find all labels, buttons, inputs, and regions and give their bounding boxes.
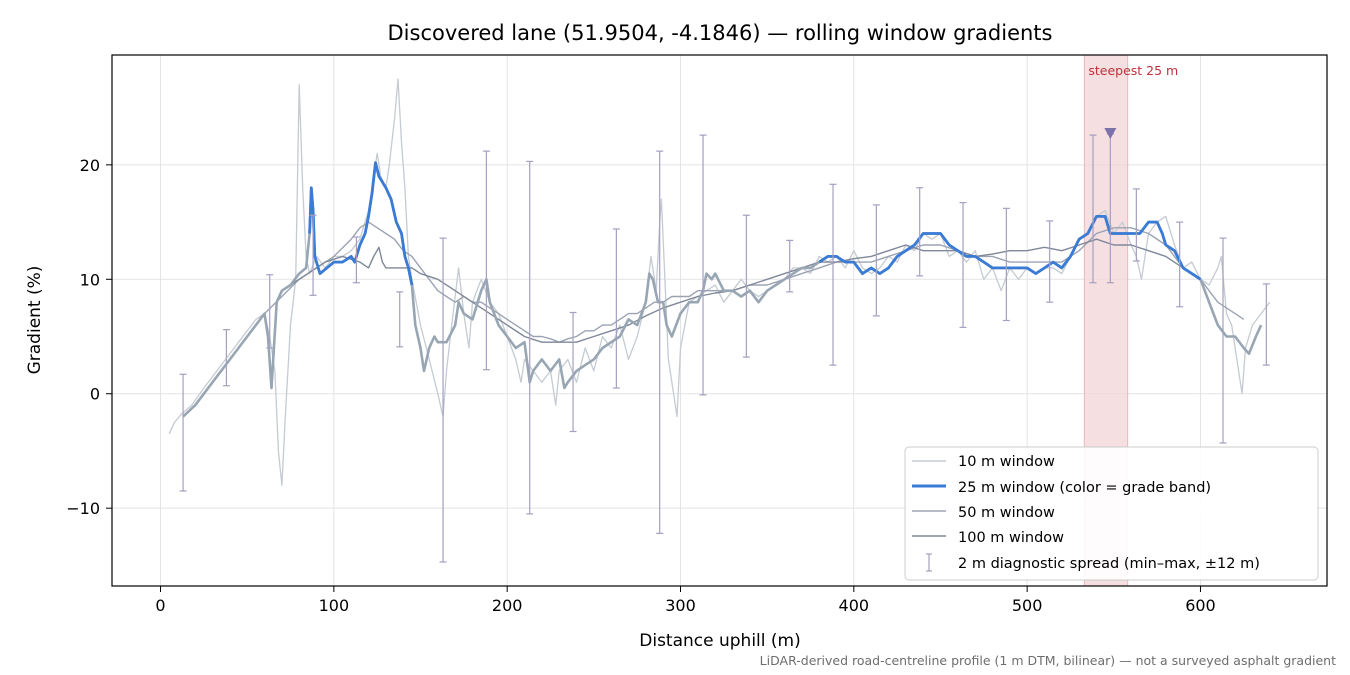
errorbar: [266, 274, 274, 349]
footnote: LiDAR-derived road-centreline profile (1…: [760, 653, 1336, 668]
legend-label-50m: 50 m window: [958, 505, 1055, 521]
x-tick-label: 300: [665, 596, 696, 615]
errorbar: [829, 183, 837, 366]
steepest-band-label: steepest 25 m: [1088, 63, 1178, 78]
errorbar: [309, 214, 317, 296]
errorbar: [699, 134, 707, 396]
errorbar: [916, 187, 924, 277]
errorbar: [222, 329, 230, 387]
errorbar: [1002, 207, 1010, 322]
errorbar: [1089, 134, 1097, 284]
y-tick-label: 0: [90, 385, 100, 404]
series-line-w50: [182, 221, 1245, 418]
y-tick-label: −10: [66, 499, 100, 518]
x-tick-label: 400: [839, 596, 870, 615]
y-tick-label: 20: [80, 156, 100, 175]
series-lines: [168, 78, 1271, 486]
errorbar: [526, 160, 534, 515]
legend: 10 m window 25 m window (color = grade b…: [904, 446, 1319, 581]
legend-label-10m: 10 m window: [958, 454, 1055, 470]
legend-swatch-errorbar: [926, 553, 932, 572]
x-tick-label: 100: [319, 596, 350, 615]
errorbar: [1219, 237, 1227, 444]
errorbar: [872, 204, 880, 317]
series-line-w100: [290, 238, 1184, 343]
x-axis-label: Distance uphill (m): [639, 631, 800, 651]
y-axis-label: Gradient (%): [25, 266, 45, 375]
errorbar: [482, 150, 490, 371]
errorbar: [1046, 220, 1054, 303]
x-tick-label: 200: [492, 596, 523, 615]
errorbar: [656, 150, 664, 534]
chart-title: Discovered lane (51.9504, -4.1846) — rol…: [388, 21, 1053, 45]
legend-label-errorbar: 2 m diagnostic spread (min–max, ±12 m): [958, 556, 1260, 572]
plot-frame: [111, 54, 1328, 587]
errorbar: [179, 373, 187, 492]
errorbar: [1132, 188, 1140, 262]
series-line-w25-steep: [818, 215, 1202, 281]
errorbar: [439, 237, 447, 563]
errorbar: [786, 239, 794, 293]
errorbar: [1262, 283, 1270, 366]
series-line-w10: [168, 78, 1271, 486]
errorbar: [352, 236, 360, 284]
series-line-w25-steep: [308, 161, 414, 286]
x-tick-label: 0: [155, 596, 165, 615]
steepest-marker-triangle: [1104, 127, 1117, 139]
diagnostic-spread-errorbars: [179, 133, 1270, 563]
legend-label-100m: 100 m window: [958, 530, 1064, 546]
y-tick-label: 10: [80, 270, 100, 289]
errorbar: [612, 228, 620, 389]
axis-ticks: 0 100 200 300 400 500 600 −10 0 10 20: [66, 156, 1216, 615]
legend-box: [904, 446, 1319, 581]
errorbar: [396, 291, 404, 348]
steepest-marker: [1104, 127, 1117, 139]
errorbar: [1176, 221, 1184, 308]
errorbar: [569, 311, 577, 433]
legend-label-25m: 25 m window (color = grade band): [958, 480, 1211, 496]
x-tick-label: 500: [1012, 596, 1043, 615]
x-tick-label: 600: [1185, 596, 1216, 615]
errorbar: [742, 214, 750, 358]
errorbar: [959, 202, 967, 328]
